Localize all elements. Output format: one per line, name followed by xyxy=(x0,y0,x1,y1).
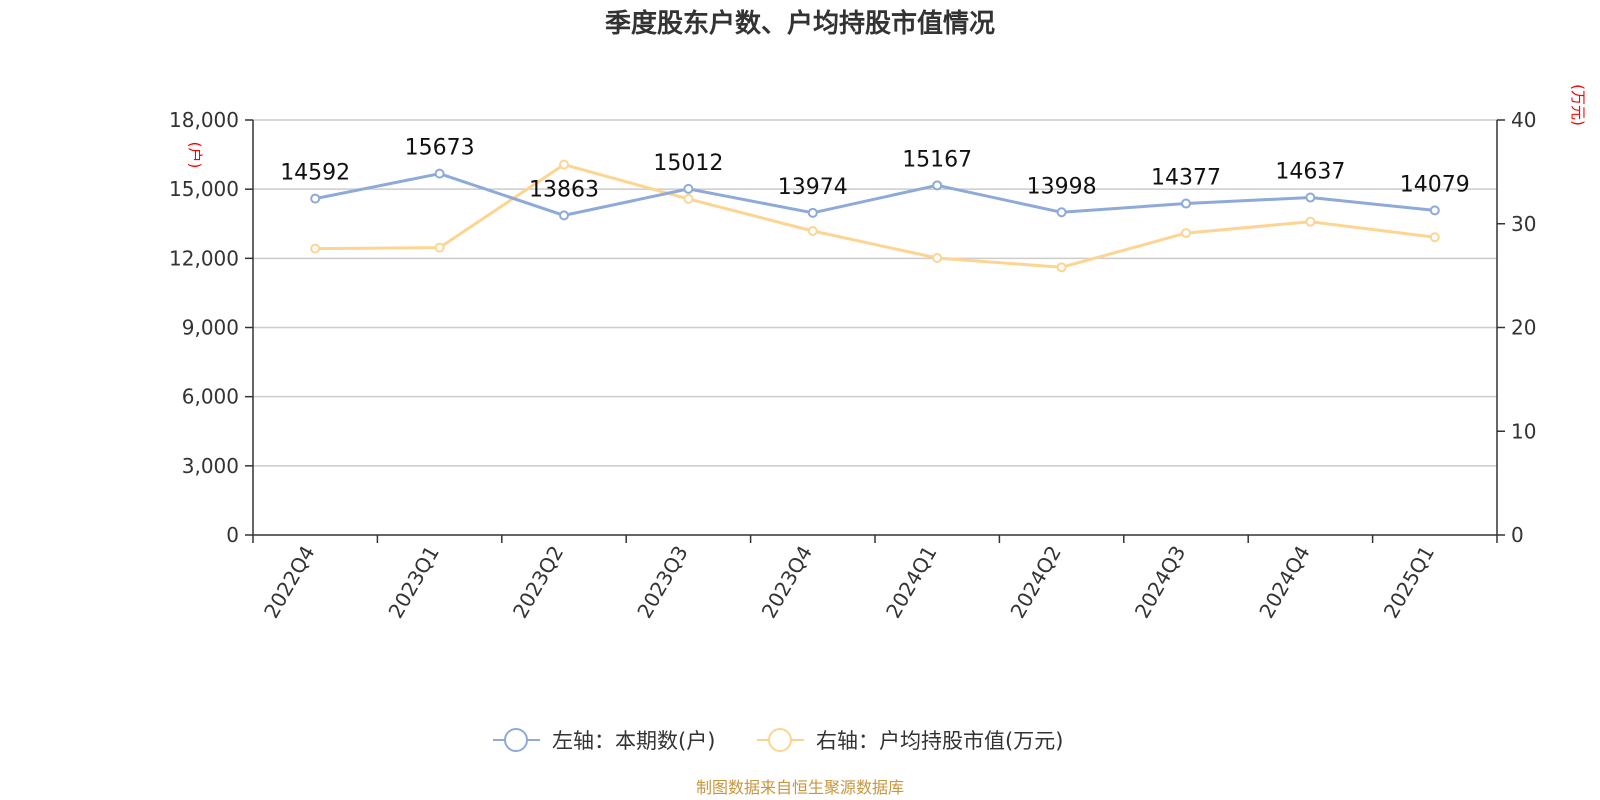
data-label: 15167 xyxy=(902,147,972,172)
x-axis-tick-label: 2024Q1 xyxy=(881,542,941,623)
chart-title: 季度股东户数、户均持股市值情况 xyxy=(605,8,995,39)
data-label: 14592 xyxy=(280,161,350,186)
right-axis-unit: (万元) xyxy=(1569,84,1587,126)
left-axis-unit: (户) xyxy=(186,142,204,169)
legend: 左轴：本期数(户) 右轴：户均持股市值(万元) xyxy=(493,728,1063,753)
x-axis-tick-label: 2023Q2 xyxy=(508,542,568,623)
data-point-right[interactable] xyxy=(559,159,569,170)
series-layer xyxy=(310,159,1440,273)
data-point-left[interactable] xyxy=(1429,205,1440,216)
data-label: 13998 xyxy=(1027,174,1097,199)
data-point-left[interactable] xyxy=(1056,207,1067,218)
x-axis-tick-label: 2023Q4 xyxy=(757,542,817,623)
data-point-left[interactable] xyxy=(310,193,321,204)
legend-item-left[interactable]: 左轴：本期数(户) xyxy=(493,728,715,753)
right-axis-tick-label: 10 xyxy=(1511,419,1536,443)
left-axis-tick-label: 12,000 xyxy=(169,246,239,270)
data-label: 15673 xyxy=(405,136,475,161)
data-point-right[interactable] xyxy=(1181,228,1191,239)
left-axis-tick-label: 18,000 xyxy=(169,108,239,132)
left-axis-tick-label: 9,000 xyxy=(182,316,239,340)
data-label: 14079 xyxy=(1400,172,1470,197)
x-axis-tick-label: 2022Q4 xyxy=(259,542,319,623)
data-point-left[interactable] xyxy=(1305,192,1316,203)
right-axis-tick-label: 20 xyxy=(1511,316,1536,340)
data-point-right[interactable] xyxy=(932,252,943,263)
series-line-left xyxy=(314,172,1435,217)
legend-circle-icon xyxy=(504,728,528,752)
source-note: 制图数据来自恒生聚源数据库 xyxy=(696,778,904,797)
legend-item-right[interactable]: 右轴：户均持股市值(万元) xyxy=(757,728,1063,753)
grid-lines xyxy=(253,119,1497,467)
x-axis-tick-label: 2024Q2 xyxy=(1005,542,1065,623)
data-label: 14637 xyxy=(1275,160,1345,185)
left-axis-tick-label: 0 xyxy=(226,523,239,547)
data-labels: 14592 15673 13863 15012 13974 15167 13998 14377… xyxy=(280,136,1470,203)
data-point-right[interactable] xyxy=(1056,262,1067,273)
x-axis-tick-label: 2025Q1 xyxy=(1379,542,1439,623)
data-point-left[interactable] xyxy=(683,183,694,194)
series-line-right xyxy=(315,163,1435,269)
left-axis-tick-label: 3,000 xyxy=(182,454,239,478)
data-point-right[interactable] xyxy=(1429,232,1440,243)
axes: 0 3,000 6,000 9,000 12,000 15,000 18,000 0 10 20 3… xyxy=(169,108,1536,622)
data-point-right[interactable] xyxy=(1305,216,1316,227)
legend-label-left: 左轴：本期数(户) xyxy=(552,729,715,753)
right-axis-tick-label: 30 xyxy=(1511,212,1536,236)
right-axis-tick-label: 40 xyxy=(1511,108,1536,132)
x-axis-tick-label: 2024Q3 xyxy=(1130,542,1190,623)
x-axis-tick-label: 2023Q1 xyxy=(383,542,443,623)
data-point-left[interactable] xyxy=(559,210,569,221)
data-point-left[interactable] xyxy=(1181,198,1191,209)
legend-label-right: 右轴：户均持股市值(万元) xyxy=(816,729,1063,753)
data-label: 13863 xyxy=(529,177,599,202)
left-axis-tick-label: 6,000 xyxy=(182,385,239,409)
data-point-left[interactable] xyxy=(434,168,445,179)
x-axis-tick-label: 2024Q4 xyxy=(1254,542,1314,623)
data-point-left[interactable] xyxy=(932,180,943,191)
data-point-right[interactable] xyxy=(807,226,818,237)
data-label: 14377 xyxy=(1151,166,1221,191)
left-axis-tick-label: 15,000 xyxy=(169,177,239,201)
data-label: 13974 xyxy=(778,175,848,200)
legend-circle-icon xyxy=(768,728,792,752)
data-point-right[interactable] xyxy=(434,242,445,253)
data-point-right[interactable] xyxy=(683,193,694,204)
right-axis-tick-label: 0 xyxy=(1511,523,1524,547)
x-axis-tick-label: 2023Q3 xyxy=(632,542,692,623)
data-label: 15012 xyxy=(653,151,723,176)
data-point-left[interactable] xyxy=(807,207,818,218)
data-point-right[interactable] xyxy=(310,243,321,254)
